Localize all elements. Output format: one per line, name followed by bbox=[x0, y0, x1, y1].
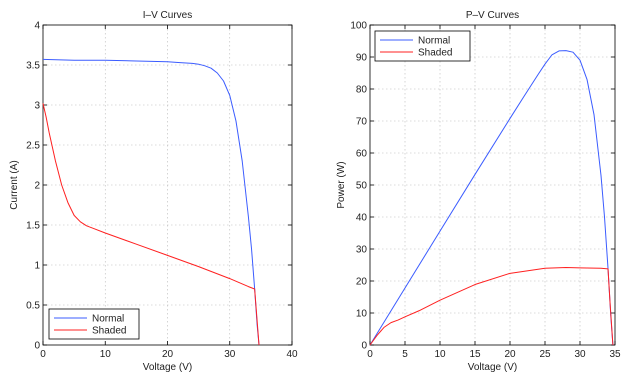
chart-2-legend-box bbox=[374, 30, 471, 62]
chart-2-series-shaded-line bbox=[369, 267, 614, 346]
chart-1-y-tick-label: 0.5 bbox=[26, 301, 40, 312]
chart-2-y-tick-label: 0 bbox=[361, 341, 367, 352]
chart-2-x-tick-label: 5 bbox=[402, 349, 408, 360]
chart-2-y-tick-label: 100 bbox=[350, 21, 367, 32]
chart-1-x-tick-label: 30 bbox=[224, 349, 236, 360]
chart-1-series-normal-line bbox=[42, 58, 260, 346]
chart-2-series-normal-line bbox=[369, 50, 614, 346]
chart-2-y-tick-label: 30 bbox=[356, 245, 368, 256]
chart-2-y-tick-label: 40 bbox=[356, 213, 368, 224]
chart-2-y-axis-label: Power (W) bbox=[336, 161, 347, 208]
chart-2-x-tick-label: 15 bbox=[469, 349, 481, 360]
chart-1-x-tick-label: 20 bbox=[162, 349, 174, 360]
chart-1-legend-label-normal: Normal bbox=[92, 314, 124, 325]
chart-1-y-tick-label: 1.5 bbox=[26, 221, 40, 232]
chart-1-series-shaded-line bbox=[42, 103, 260, 346]
chart-2-y-tick-label: 90 bbox=[356, 53, 368, 64]
chart-1-y-tick-label: 4 bbox=[34, 21, 40, 32]
chart-2-title: P–V Curves bbox=[466, 10, 519, 21]
chart-2-y-tick-label: 70 bbox=[356, 117, 368, 128]
chart-1-legend-box bbox=[48, 308, 140, 340]
chart-2-x-tick-label: 30 bbox=[574, 349, 586, 360]
chart-2-legend-label-normal: Normal bbox=[418, 36, 450, 47]
chart-1-legend-label-shaded: Shaded bbox=[92, 326, 126, 337]
chart-1: 0 10 20 30 40 0 0.5 1 1.5 2 2.5 3 3.5 4 I–V Curves Volt… bbox=[9, 10, 298, 373]
chart-2-y-tick-label: 50 bbox=[356, 181, 368, 192]
chart-1-x-tick-label: 10 bbox=[100, 349, 112, 360]
chart-1-y-tick-label: 0 bbox=[34, 341, 40, 352]
chart-1-x-tick-label: 40 bbox=[286, 349, 298, 360]
chart-2-y-tick-label: 80 bbox=[356, 85, 368, 96]
chart-2-legend-label-shaded: Shaded bbox=[418, 48, 452, 59]
chart-2-x-tick-label: 25 bbox=[539, 349, 551, 360]
chart-2-y-tick-label: 60 bbox=[356, 149, 368, 160]
chart-1-y-tick-label: 3.5 bbox=[26, 61, 40, 72]
chart-2: 0 5 10 15 20 25 30 35 0 10 20 30 40 50 60 70 80 90 100 P–V … bbox=[336, 10, 621, 373]
chart-1-y-tick-label: 2 bbox=[34, 181, 40, 192]
chart-1-y-tick-label: 3 bbox=[34, 101, 40, 112]
chart-1-y-tick-label: 1 bbox=[34, 261, 40, 272]
chart-2-x-tick-label: 20 bbox=[504, 349, 516, 360]
chart-1-y-axis-label: Current (A) bbox=[9, 160, 20, 209]
chart-2-y-tick-label: 20 bbox=[356, 277, 368, 288]
chart-1-y-tick-label: 2.5 bbox=[26, 141, 40, 152]
chart-2-x-tick-label: 10 bbox=[434, 349, 446, 360]
chart-2-y-tick-label: 10 bbox=[356, 309, 368, 320]
chart-1-x-tick-label: 0 bbox=[40, 349, 46, 360]
chart-2-x-tick-label: 0 bbox=[367, 349, 373, 360]
chart-1-x-axis-label: Voltage (V) bbox=[143, 362, 192, 373]
chart-2-x-tick-label: 35 bbox=[609, 349, 621, 360]
chart-2-x-axis-label: Voltage (V) bbox=[468, 362, 517, 373]
chart-1-title: I–V Curves bbox=[143, 10, 192, 21]
